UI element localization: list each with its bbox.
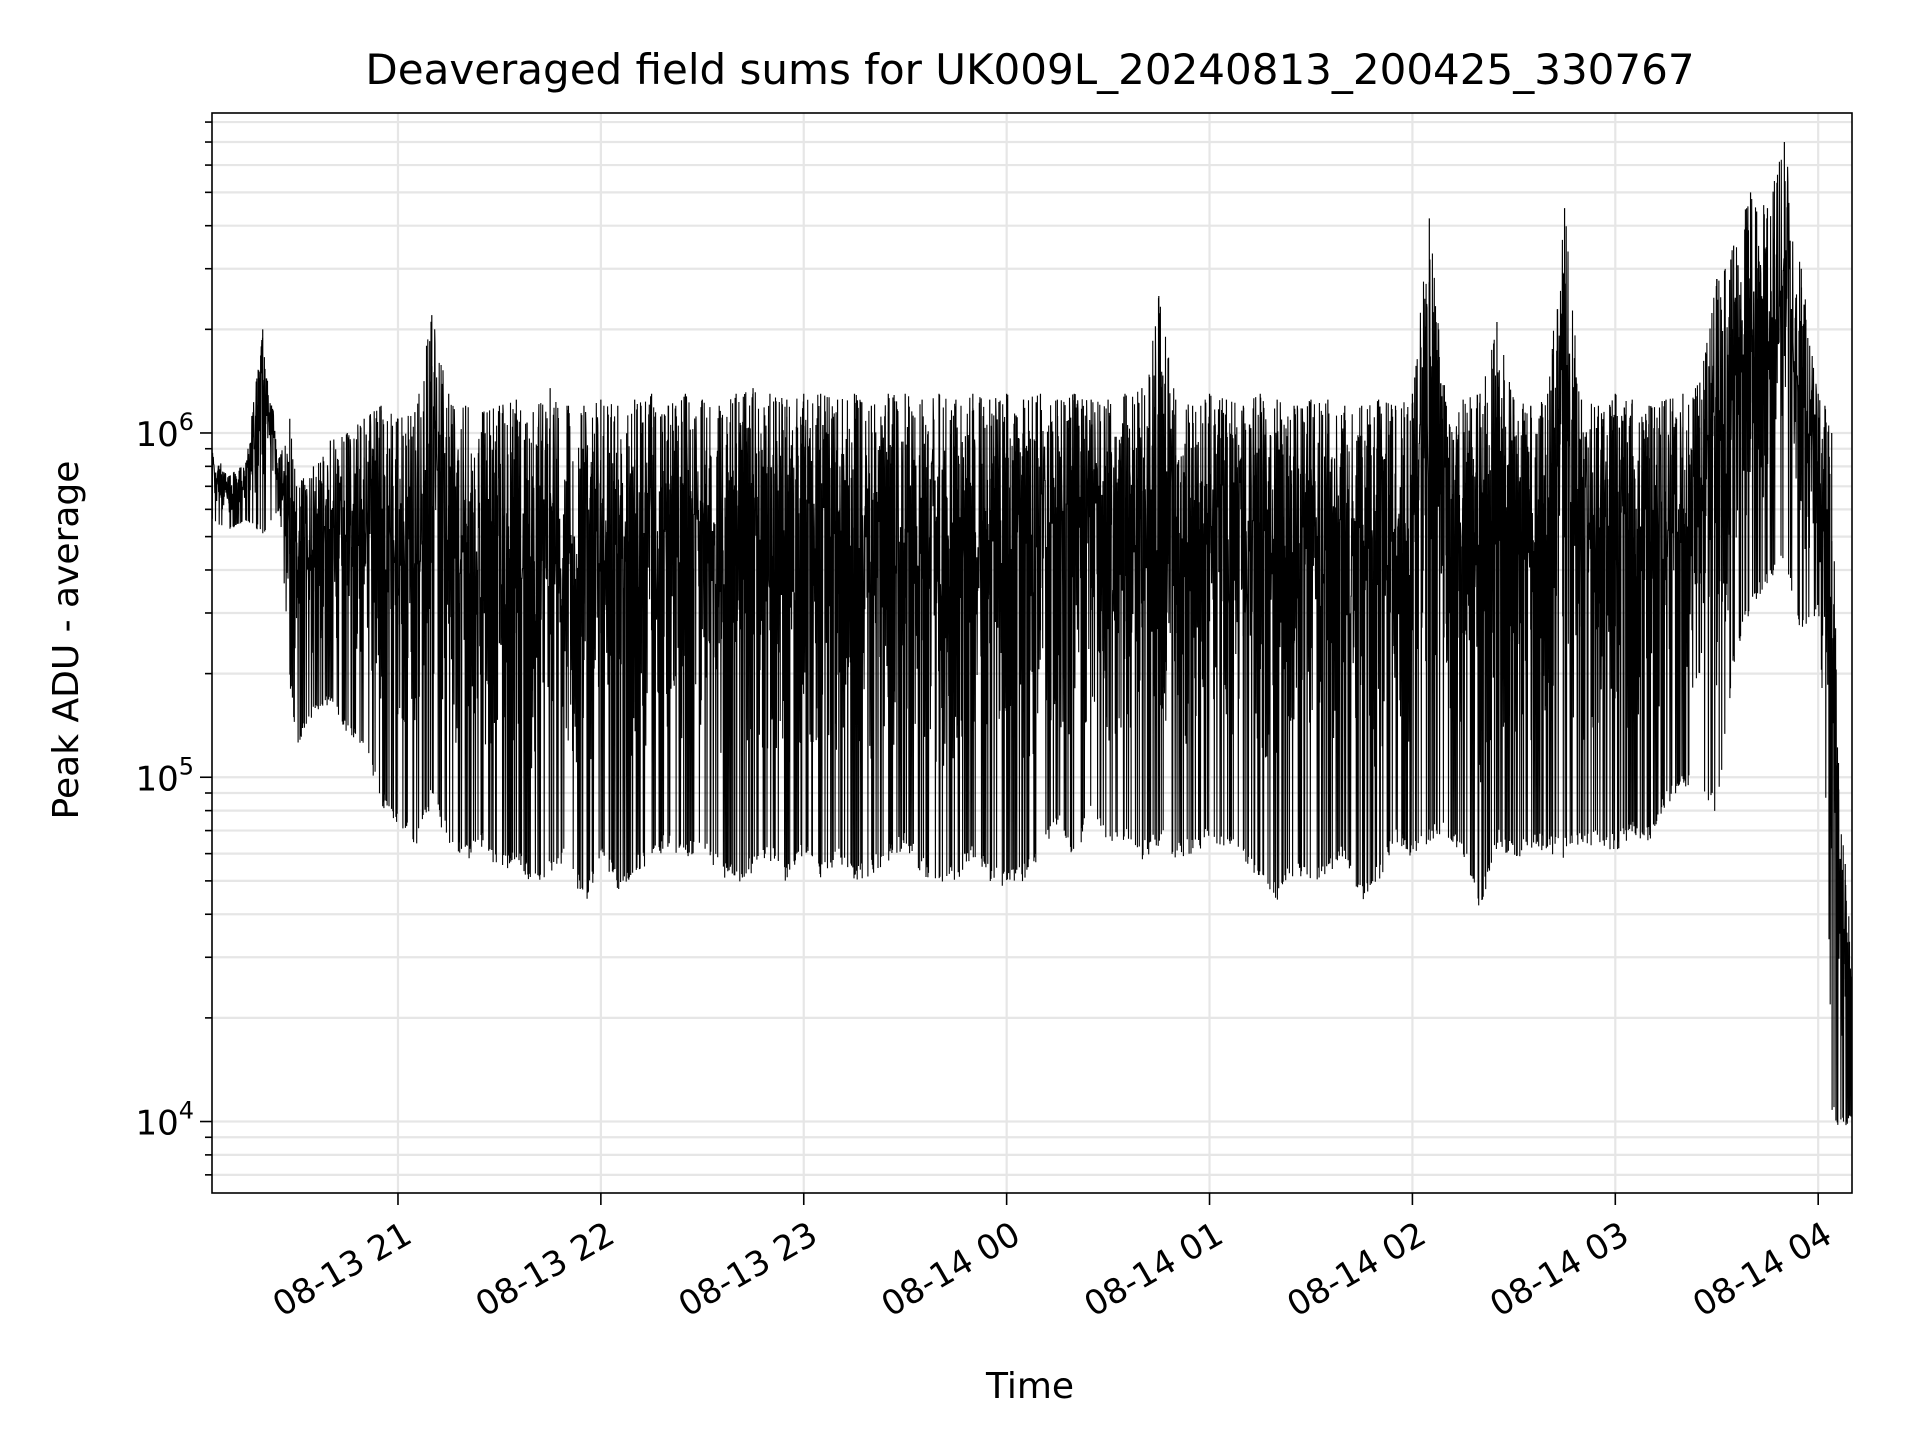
y-tick-label: 105 bbox=[135, 752, 194, 799]
y-axis: 104 105 106 bbox=[135, 121, 212, 1176]
x-axis-label: Time bbox=[985, 1366, 1074, 1407]
series-layer bbox=[212, 142, 1852, 1126]
chart-title: Deaveraged field sums for UK009L_2024081… bbox=[365, 45, 1694, 94]
y-tick-label: 106 bbox=[135, 408, 194, 455]
plot-frame bbox=[211, 112, 1853, 1194]
y-axis-label: Peak ADU - average bbox=[46, 461, 87, 820]
y-tick-label: 104 bbox=[135, 1097, 194, 1144]
series-line bbox=[212, 159, 1852, 1126]
